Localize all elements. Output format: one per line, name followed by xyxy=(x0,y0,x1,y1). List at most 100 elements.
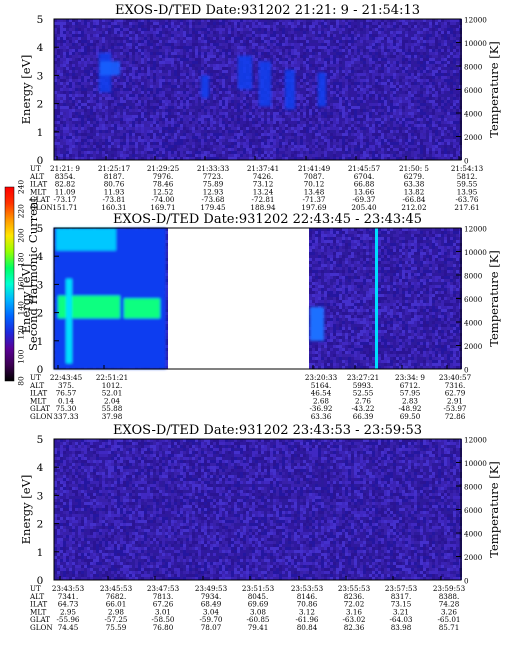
spectrogram-cell xyxy=(336,130,339,133)
spectrogram-cell xyxy=(339,58,342,61)
spectrogram-cell xyxy=(288,121,291,124)
spectrogram-cell xyxy=(69,76,72,79)
spectrogram-cell xyxy=(237,115,240,118)
spectrogram-cell xyxy=(309,40,312,43)
spectrogram-cell xyxy=(255,64,258,67)
spectrogram-cell xyxy=(318,64,321,67)
spectrogram-cell xyxy=(81,112,84,115)
spectrogram-cell xyxy=(333,142,336,145)
spectrogram-cell xyxy=(192,97,195,100)
spectrogram-cell xyxy=(327,79,330,82)
colorbar-tick-label: 100 xyxy=(17,349,26,364)
spectrogram-cell xyxy=(189,97,192,100)
panel-1: EXOS-D/TED Date:931202 21:21: 9 - 21:54:… xyxy=(19,3,501,212)
spectrogram-cell xyxy=(177,22,180,25)
spectrogram-cell xyxy=(171,127,174,130)
spectrogram-cell xyxy=(330,88,333,91)
spectrogram-cell xyxy=(300,142,303,145)
spectrogram-cell xyxy=(309,85,312,88)
spectrogram-cell xyxy=(216,67,219,70)
spectrogram-cell xyxy=(354,34,357,37)
spectrogram-cell xyxy=(186,49,189,52)
spectrogram-cell xyxy=(231,52,234,55)
spectrogram-cell xyxy=(114,148,117,151)
spectrogram-cell xyxy=(96,19,99,22)
spectrogram-cell xyxy=(321,109,324,112)
spectrogram-cell xyxy=(225,121,228,124)
spectrogram-cell xyxy=(216,19,219,22)
spectrogram-cell xyxy=(129,94,132,97)
spectrogram-cell xyxy=(207,28,210,31)
spectrogram-cell xyxy=(222,148,225,151)
spectrogram-cell xyxy=(84,145,87,148)
spectrogram-cell xyxy=(222,52,225,55)
spectrogram-cell xyxy=(360,22,363,25)
spectrogram-cell xyxy=(309,52,312,55)
spectrogram-cell xyxy=(330,28,333,31)
spectrogram-cell xyxy=(258,19,261,22)
spectrogram-cell xyxy=(279,100,282,103)
spectrogram-cell xyxy=(351,130,354,133)
spectrogram-cell xyxy=(189,46,192,49)
spectrogram-cell xyxy=(177,133,180,136)
spectrogram-cell xyxy=(132,91,135,94)
spectrogram-cell xyxy=(351,124,354,127)
spectrogram-cell xyxy=(282,121,285,124)
spectrogram-cell xyxy=(255,115,258,118)
spectrogram-cell xyxy=(189,127,192,130)
spectrogram-cell xyxy=(297,148,300,151)
spectrogram-cell xyxy=(270,49,273,52)
spectrogram-cell xyxy=(123,115,126,118)
spectrogram-cell xyxy=(345,133,348,136)
spectrogram-cell xyxy=(201,64,204,67)
spectrogram-cell xyxy=(141,130,144,133)
spectrogram-cell xyxy=(63,106,66,109)
spectrogram-cell xyxy=(117,76,120,79)
spectrogram-cell xyxy=(246,40,249,43)
spectrogram-cell xyxy=(135,100,138,103)
spectrogram-cell xyxy=(117,157,120,160)
spectrogram-cell xyxy=(90,151,93,154)
spectrogram-cell xyxy=(198,43,201,46)
spectrogram-cell xyxy=(267,136,270,139)
spectrogram-cell xyxy=(285,22,288,25)
spectrogram-cell xyxy=(363,145,366,148)
spectrogram-cell xyxy=(216,91,219,94)
spectrogram-cell xyxy=(294,88,297,91)
spectrogram-cell xyxy=(357,115,360,118)
spectrogram-cell xyxy=(108,100,111,103)
spectrogram-cell xyxy=(87,94,90,97)
spectrogram-cell xyxy=(333,127,336,130)
spectrogram-cell xyxy=(192,133,195,136)
spectrogram-cell xyxy=(276,115,279,118)
spectrogram-cell xyxy=(180,19,183,22)
spectrogram-cell xyxy=(147,97,150,100)
spectrogram-cell xyxy=(231,82,234,85)
spectrogram-cell xyxy=(348,37,351,40)
spectrogram-cell xyxy=(72,31,75,34)
spectrogram-cell xyxy=(216,97,219,100)
spectrogram-cell xyxy=(318,109,321,112)
spectrogram-cell xyxy=(255,109,258,112)
spectrogram-cell xyxy=(117,97,120,100)
spectrogram-cell xyxy=(180,55,183,58)
spectrogram-cell xyxy=(99,40,102,43)
spectrogram-cell xyxy=(231,118,234,121)
spectrogram-cell xyxy=(249,94,252,97)
spectrogram-cell xyxy=(294,76,297,79)
spectrogram-cell xyxy=(258,109,261,112)
spectrogram-cell xyxy=(81,115,84,118)
spectrogram-cell xyxy=(57,58,60,61)
spectrogram-cell xyxy=(201,151,204,154)
spectrogram-cell xyxy=(135,97,138,100)
spectrogram-cell xyxy=(216,127,219,130)
spectrogram-cell xyxy=(75,43,78,46)
spectrogram-cell xyxy=(315,76,318,79)
spectrogram-cell xyxy=(282,25,285,28)
spectrogram-cell xyxy=(204,133,207,136)
spectrogram-cell xyxy=(75,79,78,82)
spectrogram-cell xyxy=(180,58,183,61)
spectrogram-cell xyxy=(111,121,114,124)
spectrogram-cell xyxy=(216,145,219,148)
spectrogram-cell xyxy=(237,109,240,112)
